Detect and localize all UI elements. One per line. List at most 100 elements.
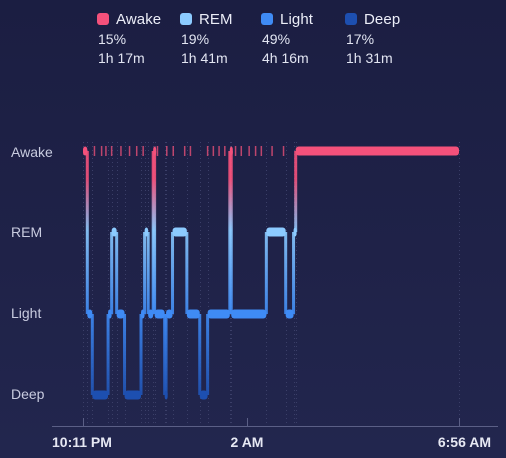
legend-duration: 4h 16m — [262, 50, 309, 66]
transition-line — [292, 232, 296, 314]
awake-tick — [234, 146, 237, 156]
transition-line — [90, 314, 94, 395]
legend-item-rem: REM 19% 1h 41m — [180, 10, 270, 68]
awake-tick — [271, 146, 273, 156]
awake-tick — [166, 146, 168, 156]
segment-deep — [92, 390, 109, 400]
awake-tick — [218, 146, 220, 156]
segment-rem — [293, 227, 297, 237]
awake-tick — [172, 146, 174, 156]
segment-light — [285, 309, 294, 319]
awake-tick — [189, 146, 192, 156]
awake-ticks — [93, 146, 285, 156]
awake-tick — [105, 146, 107, 156]
segment-light — [207, 309, 230, 319]
transition-line — [123, 314, 127, 395]
legend-duration: 1h 31m — [346, 50, 393, 66]
stage-label-light: Light — [11, 305, 41, 321]
legend-item-deep: Deep 17% 1h 31m — [345, 10, 435, 68]
segment-deep — [199, 390, 208, 400]
awake-tick — [128, 146, 131, 156]
awake-tick — [120, 146, 122, 156]
awake-tick — [156, 146, 159, 156]
transition-lines — [85, 151, 298, 395]
transition-line — [143, 232, 147, 314]
stage-label-deep: Deep — [11, 386, 45, 402]
legend-percent: 19% — [181, 31, 210, 47]
transition-line — [294, 151, 298, 232]
awake-tick — [254, 146, 257, 156]
segment-light — [186, 309, 200, 319]
segment-deep — [164, 390, 168, 400]
transition-line — [229, 151, 233, 314]
segment-awake — [229, 146, 233, 156]
segment-light — [148, 309, 154, 319]
transition-line — [115, 232, 119, 314]
awake-swatch — [97, 13, 109, 25]
transition-line — [185, 232, 189, 314]
legend-item-light: Light 49% 4h 16m — [261, 10, 351, 68]
segment-light — [108, 309, 112, 319]
awake-tick — [224, 146, 226, 156]
awake-tick — [183, 146, 186, 156]
awake-tick — [110, 146, 113, 156]
awake-tick — [135, 146, 138, 156]
legend-percent: 15% — [98, 31, 127, 47]
awake-tick — [93, 146, 96, 156]
legend-duration: 1h 41m — [181, 50, 228, 66]
segment-light — [231, 309, 267, 319]
legend-duration: 1h 17m — [98, 50, 145, 66]
transition-line — [264, 232, 268, 314]
stage-label-rem: REM — [11, 224, 42, 240]
segment-light — [166, 309, 173, 319]
legend-name: Awake — [116, 10, 162, 28]
awake-tick — [240, 146, 243, 156]
segment-awake — [153, 146, 157, 156]
awake-tick — [142, 146, 144, 156]
transition-line — [284, 232, 288, 314]
awake-tick — [248, 146, 250, 156]
transition-line — [198, 314, 202, 395]
deep-swatch — [345, 13, 357, 25]
stage-label-awake: Awake — [11, 144, 53, 160]
x-tick-label: 2 AM — [231, 434, 264, 450]
awake-tick — [260, 146, 263, 156]
segment-rem — [111, 227, 117, 237]
awake-tick — [100, 146, 103, 156]
transition-line — [85, 151, 89, 314]
rem-swatch — [180, 13, 192, 25]
segment-light — [154, 309, 165, 319]
legend-item-awake: Awake 15% 1h 17m — [97, 10, 187, 68]
segment-light — [116, 309, 125, 319]
legend-name: Light — [280, 10, 314, 28]
segment-light — [141, 309, 145, 319]
segment-light — [87, 309, 93, 319]
transition-line — [139, 314, 143, 395]
segment-rem — [144, 227, 149, 237]
transition-line — [106, 314, 110, 395]
legend: Awake 15% 1h 17m REM 19% 1h 41m Light 49… — [0, 10, 506, 70]
awake-tick — [282, 146, 285, 156]
transition-line — [164, 314, 168, 395]
transition-line — [171, 232, 175, 314]
transition-line — [146, 232, 150, 314]
x-tick-label: 10:11 PM — [52, 434, 112, 450]
segment-rem — [266, 227, 286, 237]
stage-labels: Awake REM Light Deep — [11, 144, 53, 402]
stage-segments — [83, 146, 459, 400]
awake-tick — [212, 146, 215, 156]
legend-percent: 17% — [346, 31, 375, 47]
x-tick-label: 6:56 AM — [438, 434, 491, 450]
legend-percent: 49% — [262, 31, 291, 47]
light-swatch — [261, 13, 273, 25]
segment-awake — [83, 146, 88, 156]
segment-rem — [172, 227, 187, 237]
transition-line — [110, 232, 114, 314]
segment-deep — [124, 390, 142, 400]
legend-name: Deep — [364, 10, 401, 28]
x-axis-labels: 10:11 PM 2 AM 6:56 AM — [52, 434, 491, 450]
transition-line — [153, 151, 157, 314]
awake-tick — [206, 146, 209, 156]
